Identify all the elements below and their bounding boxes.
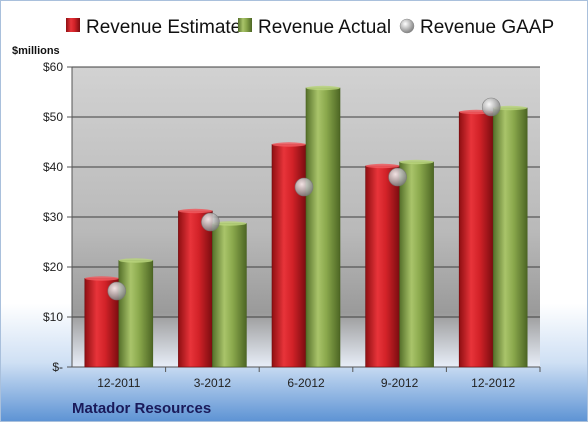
x-tick-label: 3-2012: [194, 376, 232, 390]
company-name: Matador Resources: [72, 400, 211, 417]
y-tick-label: $50: [43, 110, 63, 124]
estimate-bar-top: [272, 142, 306, 147]
actual-bar-top: [118, 258, 153, 263]
gaap-markers: [107, 97, 501, 301]
legend-swatch-actual: [238, 18, 252, 32]
x-tick-label: 9-2012: [381, 376, 419, 390]
y-axis-ticks: $- $10 $20 $30 $40 $50 $60: [43, 60, 72, 374]
legend-label-gaap: Revenue GAAP: [420, 17, 554, 38]
legend-swatch-gaap: [399, 18, 415, 34]
estimate-bar: [271, 144, 307, 368]
estimate-bar: [365, 165, 400, 368]
estimate-bar: [178, 210, 213, 368]
y-axis-unit-label: $millions: [12, 45, 60, 57]
x-tick-label: 12-2011: [97, 376, 140, 390]
y-tick-label: $-: [52, 360, 63, 374]
actual-bar-top: [306, 85, 340, 91]
actual-bar-top: [212, 221, 247, 226]
actual-bar: [118, 260, 154, 368]
actual-bar: [399, 161, 434, 368]
y-tick-label: $60: [43, 60, 63, 74]
actual-bar: [305, 87, 341, 368]
estimate-bar: [458, 111, 494, 368]
actual-bar: [492, 107, 528, 368]
actual-bar: [212, 223, 247, 368]
y-tick-label: $30: [43, 210, 63, 224]
legend-label-actual: Revenue Actual: [258, 17, 391, 38]
estimate-bar-top: [365, 163, 400, 169]
actual-bar-top: [399, 159, 434, 165]
gaap-marker: [481, 97, 501, 117]
legend-swatch-estimate: [66, 18, 80, 32]
x-tick-label: 12-2012: [471, 376, 515, 390]
y-tick-label: $20: [43, 260, 63, 274]
gaap-marker: [388, 167, 407, 187]
x-axis-ticks: 12-2011 3-2012 6-2012 9-2012 12-2012: [97, 367, 541, 390]
estimate-bar-top: [84, 276, 119, 281]
estimate-bar-top: [178, 208, 213, 214]
gaap-marker: [107, 281, 127, 301]
gaap-marker: [294, 177, 314, 197]
legend-label-estimate: Revenue Estimate: [86, 17, 241, 38]
bars: [84, 85, 528, 368]
x-tick-label: 6-2012: [287, 376, 325, 390]
actual-bar-top: [493, 105, 528, 111]
gaap-marker: [201, 212, 220, 232]
y-tick-label: $10: [43, 310, 63, 324]
y-tick-label: $40: [43, 160, 63, 174]
legend: Revenue Estimate Revenue Actual Revenue …: [66, 17, 554, 38]
